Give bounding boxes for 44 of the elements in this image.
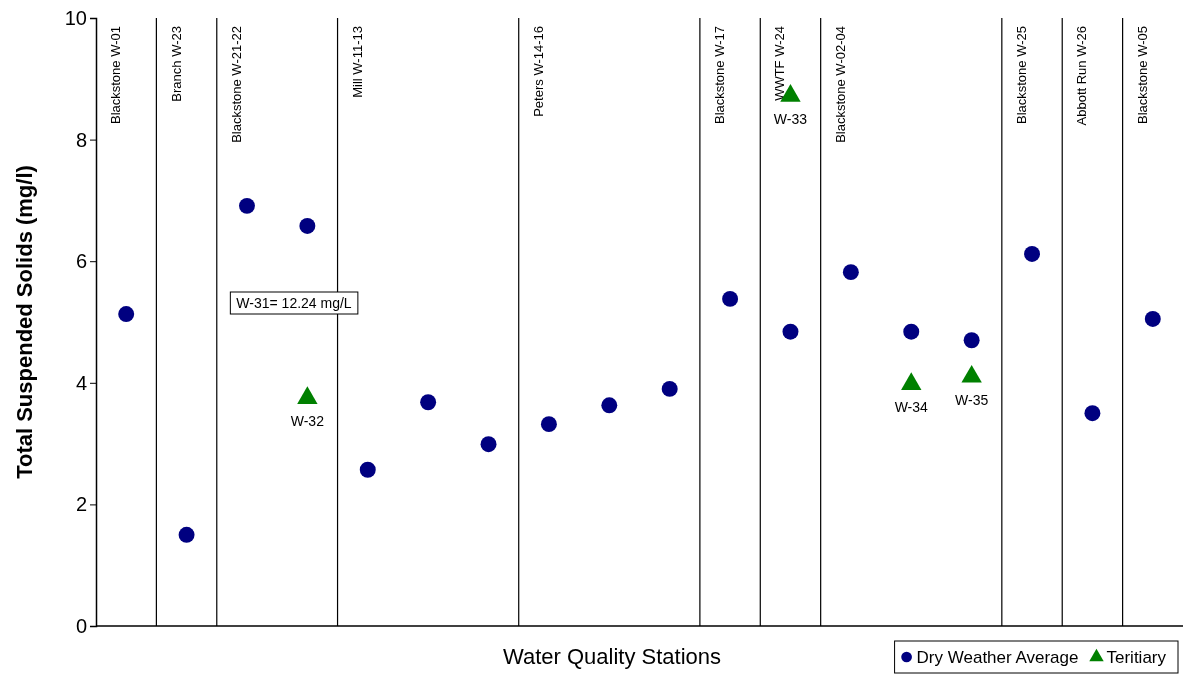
x-tick-label: Blackstone W-25: [1014, 26, 1030, 125]
annotation: W-34: [894, 399, 929, 416]
x-tick-label: Blackstone W-05: [1134, 26, 1150, 125]
point: [782, 323, 799, 340]
x-tick-label: Blackstone W-21-22: [228, 26, 244, 143]
y-tick-label: 8: [75, 128, 87, 151]
y-tick-label: 10: [64, 6, 87, 29]
y-axis-title: Total Suspended Solids (mg/l): [12, 165, 37, 479]
x-tick-label: Blackstone W-17: [712, 26, 728, 125]
point: [661, 380, 678, 397]
point: [359, 461, 376, 478]
point: [480, 436, 497, 453]
annotation: W-31= 12.24 mg/L: [236, 295, 352, 311]
y-tick-label: 2: [75, 493, 87, 516]
point: [1084, 405, 1101, 422]
point: [963, 332, 980, 349]
x-tick-label: Blackstone W-02-04: [832, 26, 848, 143]
point: [1144, 311, 1161, 327]
x-tick-label: WWTF W-24: [772, 26, 788, 101]
annotation: W-35: [955, 391, 989, 408]
legend-label: Teritiary: [1106, 648, 1167, 667]
x-tick-label: Peters W-14-16: [530, 26, 546, 117]
legend-label: Dry Weather Average: [916, 648, 1079, 667]
point: [842, 264, 859, 281]
point: [540, 416, 557, 433]
point: [903, 323, 920, 340]
x-tick-label: Mill W-11-13: [349, 26, 365, 98]
point: [178, 526, 195, 543]
point: [1024, 245, 1041, 262]
x-axis-title: Water Quality Stations: [502, 644, 722, 669]
y-tick-label: 0: [75, 614, 87, 637]
y-tick-label: 4: [75, 371, 87, 394]
point: [420, 394, 437, 411]
x-tick-label: Blackstone W-01: [108, 26, 124, 125]
point: [299, 217, 316, 234]
point: [601, 397, 618, 414]
point: [722, 290, 739, 307]
point: [238, 197, 255, 214]
point: [118, 306, 135, 323]
x-tick-label: Branch W-23: [168, 26, 184, 102]
y-tick-label: 6: [75, 250, 87, 273]
x-tick-label: Abbott Run W-26: [1074, 26, 1090, 126]
annotation: W-32: [290, 413, 325, 429]
annotation: W-33: [773, 110, 808, 127]
